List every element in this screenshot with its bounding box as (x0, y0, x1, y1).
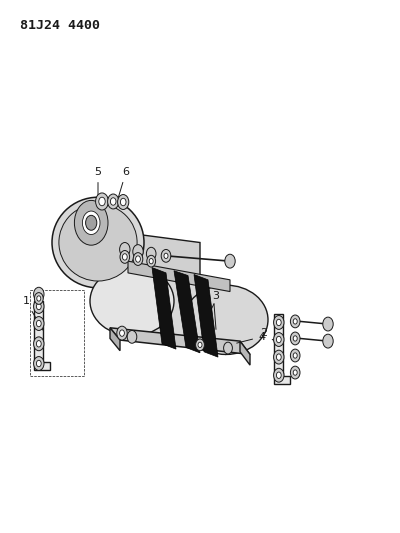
Circle shape (276, 319, 281, 326)
Circle shape (96, 193, 108, 210)
Circle shape (36, 360, 41, 367)
Circle shape (293, 336, 297, 341)
Circle shape (34, 300, 44, 313)
Circle shape (133, 245, 143, 259)
Text: 4: 4 (237, 332, 265, 343)
Circle shape (34, 293, 43, 304)
Circle shape (293, 319, 297, 324)
Circle shape (198, 342, 202, 348)
Circle shape (34, 357, 44, 370)
Circle shape (118, 195, 129, 209)
Circle shape (86, 215, 97, 230)
Circle shape (225, 254, 235, 268)
Circle shape (290, 332, 300, 345)
Circle shape (120, 198, 126, 206)
Circle shape (276, 372, 281, 378)
Polygon shape (110, 328, 250, 354)
Circle shape (290, 315, 300, 328)
Text: 2: 2 (260, 328, 280, 345)
Circle shape (36, 341, 41, 347)
Circle shape (120, 330, 124, 336)
Circle shape (74, 200, 108, 245)
Circle shape (36, 320, 41, 327)
Polygon shape (128, 261, 230, 292)
Circle shape (99, 197, 105, 206)
Circle shape (37, 296, 41, 301)
Circle shape (34, 287, 44, 301)
Circle shape (274, 316, 284, 329)
Text: 5: 5 (94, 167, 102, 200)
Circle shape (290, 366, 300, 379)
Circle shape (224, 342, 232, 354)
Circle shape (276, 336, 281, 343)
Text: 6: 6 (117, 167, 130, 203)
Circle shape (120, 251, 130, 263)
Polygon shape (240, 341, 250, 365)
Circle shape (117, 326, 127, 340)
Circle shape (161, 249, 171, 262)
Polygon shape (174, 271, 200, 353)
Ellipse shape (52, 197, 144, 288)
Circle shape (196, 339, 204, 351)
Circle shape (120, 243, 130, 256)
Polygon shape (110, 328, 120, 351)
Text: 3: 3 (212, 291, 220, 301)
Circle shape (290, 349, 300, 362)
Circle shape (36, 303, 41, 310)
Circle shape (274, 350, 284, 364)
Ellipse shape (184, 285, 268, 354)
Circle shape (164, 253, 168, 259)
Ellipse shape (90, 266, 174, 336)
Circle shape (293, 370, 297, 375)
Circle shape (323, 317, 333, 331)
Polygon shape (194, 274, 218, 357)
Circle shape (274, 368, 284, 382)
Circle shape (146, 247, 156, 260)
Polygon shape (132, 266, 226, 354)
Circle shape (276, 354, 281, 360)
Circle shape (108, 194, 119, 209)
Polygon shape (274, 314, 290, 384)
Circle shape (34, 317, 44, 330)
Text: 1: 1 (22, 296, 43, 331)
Circle shape (323, 334, 333, 348)
Polygon shape (98, 229, 200, 301)
Circle shape (133, 253, 143, 265)
Circle shape (136, 256, 140, 262)
Circle shape (34, 337, 44, 351)
Circle shape (122, 254, 127, 260)
Polygon shape (152, 268, 176, 349)
Circle shape (149, 259, 153, 264)
Circle shape (293, 353, 297, 358)
Text: 81J24 4400: 81J24 4400 (20, 19, 100, 31)
Circle shape (274, 333, 284, 346)
Polygon shape (34, 301, 50, 370)
Circle shape (82, 211, 100, 235)
Ellipse shape (59, 204, 137, 281)
Circle shape (127, 330, 137, 343)
Circle shape (110, 198, 116, 205)
Circle shape (147, 255, 156, 267)
